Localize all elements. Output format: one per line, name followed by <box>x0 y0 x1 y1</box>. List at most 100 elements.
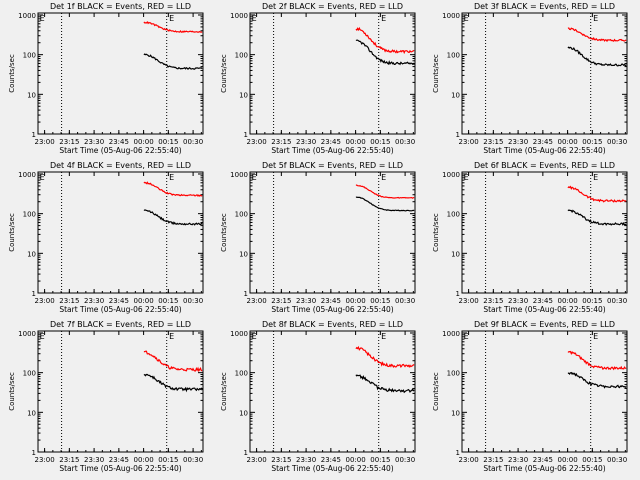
x-axis-label: Start Time (05-Aug-06 22:55:40) <box>271 146 393 155</box>
x-tick-label: 00:30 <box>183 456 203 464</box>
chart-title: Det 5f BLACK = Events, RED = LLD <box>262 161 403 170</box>
plot-frame <box>37 12 204 135</box>
series-events-line <box>567 371 627 389</box>
y-tick-label: 1 <box>32 290 36 298</box>
x-tick-label: 23:15 <box>59 456 79 464</box>
event-marker-label: E <box>40 14 45 23</box>
x-tick-label: 23:45 <box>321 456 341 464</box>
y-axis-label: Counts/sec <box>8 213 16 252</box>
x-tick-label: 00:00 <box>134 138 154 146</box>
y-axis-label: Counts/sec <box>220 213 228 252</box>
x-tick-label: 00:30 <box>395 456 415 464</box>
x-tick-label: 23:45 <box>533 138 553 146</box>
x-tick-label: 00:30 <box>607 297 627 305</box>
x-tick-label: 23:30 <box>508 138 528 146</box>
chart-title: Det 6f BLACK = Events, RED = LLD <box>474 161 615 170</box>
x-tick-label: 00:30 <box>607 456 627 464</box>
x-tick-label: 23:15 <box>59 297 79 305</box>
x-tick-label: 00:15 <box>582 138 602 146</box>
plot-frame <box>461 12 628 135</box>
series-events-line <box>143 373 203 393</box>
event-marker-label: E <box>593 173 598 182</box>
x-tick-label: 23:15 <box>271 297 291 305</box>
chart-title: Det 4f BLACK = Events, RED = LLD <box>50 161 191 170</box>
event-marker-label: E <box>169 14 174 23</box>
plot-frame <box>37 171 204 294</box>
x-tick-label: 23:00 <box>35 297 55 305</box>
x-tick-label: 00:00 <box>346 138 366 146</box>
event-marker-label: E <box>381 332 386 341</box>
chart-panel: E E 23:00 23:15 23:30 23:45 00:00 00:15 00:30 1 10… <box>8 161 204 314</box>
series-lld-line <box>143 181 203 197</box>
x-tick-label: 00:15 <box>158 456 178 464</box>
chart-panel: E E 23:00 23:15 23:30 23:45 00:00 00:15 00:30 1 10… <box>220 161 416 314</box>
y-tick-label: 1000 <box>230 330 248 338</box>
y-tick-label: 1000 <box>442 330 460 338</box>
y-tick-label: 100 <box>235 370 248 378</box>
plot-frame <box>37 330 204 453</box>
x-tick-label: 00:30 <box>395 297 415 305</box>
x-axis-label: Start Time (05-Aug-06 22:55:40) <box>483 305 605 314</box>
series-events-line <box>567 209 627 226</box>
y-tick-label: 1000 <box>18 330 36 338</box>
x-tick-label: 23:00 <box>459 138 479 146</box>
y-tick-label: 10 <box>27 91 36 99</box>
y-axis-label: Counts/sec <box>8 54 16 93</box>
x-tick-label: 00:15 <box>158 297 178 305</box>
y-tick-label: 10 <box>451 250 460 258</box>
y-tick-label: 1000 <box>442 171 460 179</box>
series-lld-line <box>567 27 627 43</box>
y-tick-label: 1 <box>244 449 248 457</box>
event-marker-label: E <box>381 173 386 182</box>
y-tick-label: 1000 <box>18 12 36 20</box>
x-tick-label: 23:00 <box>459 297 479 305</box>
x-tick-label: 23:15 <box>483 138 503 146</box>
y-tick-label: 10 <box>239 91 248 99</box>
series-events-line <box>355 39 415 66</box>
x-tick-label: 23:15 <box>271 456 291 464</box>
y-axis-label: Counts/sec <box>432 213 440 252</box>
y-tick-label: 100 <box>23 52 36 60</box>
y-tick-label: 100 <box>447 211 460 219</box>
x-tick-label: 23:15 <box>59 138 79 146</box>
x-tick-label: 23:00 <box>247 297 267 305</box>
x-tick-label: 23:45 <box>109 297 129 305</box>
plot-frame <box>249 330 416 453</box>
y-tick-label: 10 <box>27 409 36 417</box>
plot-frame <box>249 12 416 135</box>
plot-frame <box>461 330 628 453</box>
y-tick-label: 10 <box>239 250 248 258</box>
y-tick-label: 1 <box>456 449 460 457</box>
chart-panel: E E 23:00 23:15 23:30 23:45 00:00 00:15 00:30 1 10… <box>432 2 628 155</box>
x-tick-label: 23:00 <box>247 138 267 146</box>
event-marker-label: E <box>252 14 257 23</box>
x-axis-label: Start Time (05-Aug-06 22:55:40) <box>271 305 393 314</box>
y-tick-label: 1000 <box>230 12 248 20</box>
x-tick-label: 23:15 <box>271 138 291 146</box>
chart-panel: E E 23:00 23:15 23:30 23:45 00:00 00:15 00:30 1 10… <box>220 2 416 155</box>
series-events-line <box>567 46 627 67</box>
y-tick-label: 100 <box>235 52 248 60</box>
x-tick-label: 00:30 <box>183 297 203 305</box>
y-tick-label: 1 <box>244 290 248 298</box>
x-tick-label: 23:00 <box>459 456 479 464</box>
x-tick-label: 00:00 <box>346 456 366 464</box>
chart-panel: E E 23:00 23:15 23:30 23:45 00:00 00:15 00:30 1 10… <box>432 161 628 314</box>
x-tick-label: 00:15 <box>158 138 178 146</box>
chart-panel: E E 23:00 23:15 23:30 23:45 00:00 00:15 00:30 1 10… <box>8 2 204 155</box>
y-tick-label: 1000 <box>18 171 36 179</box>
x-tick-label: 23:15 <box>483 456 503 464</box>
x-tick-label: 00:00 <box>134 297 154 305</box>
x-tick-label: 00:30 <box>395 138 415 146</box>
y-tick-label: 1 <box>244 131 248 139</box>
event-marker-label: E <box>40 173 45 182</box>
x-tick-label: 00:00 <box>346 297 366 305</box>
y-axis-label: Counts/sec <box>432 372 440 411</box>
series-lld-line <box>355 26 415 55</box>
x-tick-label: 23:45 <box>321 138 341 146</box>
event-marker-label: E <box>381 14 386 23</box>
series-events-line <box>355 374 415 394</box>
event-marker-label: E <box>252 173 257 182</box>
x-tick-label: 23:45 <box>533 297 553 305</box>
